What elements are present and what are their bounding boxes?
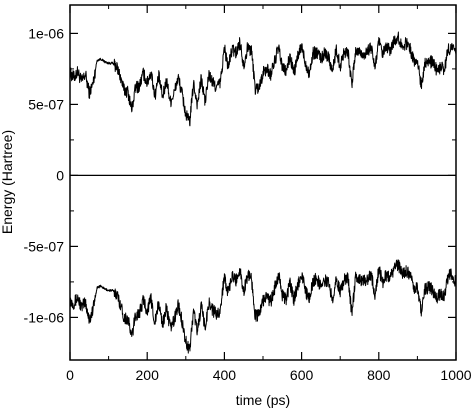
- ticks-layer: 0 200 400 600 800 1000 -1e-06 -5e-07 0 5e-07 1e-06: [24, 5, 472, 383]
- y-tick-label: 0: [56, 167, 64, 183]
- y-axis-label: Energy (Hartree): [0, 130, 15, 234]
- x-tick-label: 200: [136, 367, 160, 383]
- series-layer: [69, 31, 457, 354]
- y-tick-label: 5e-07: [28, 96, 64, 112]
- x-tick-label: 800: [367, 367, 391, 383]
- x-tick-label: 0: [66, 367, 74, 383]
- x-axis-label: time (ps): [236, 392, 290, 408]
- y-tick-label: -1e-06: [24, 309, 65, 325]
- y-tick-label: -5e-07: [24, 238, 65, 254]
- x-tick-label: 1000: [440, 367, 471, 383]
- x-tick-label: 400: [213, 367, 237, 383]
- plot-frame: [69, 4, 457, 361]
- x-tick-label: 600: [290, 367, 314, 383]
- series-1-line: [69, 31, 457, 127]
- series-2-line: [69, 259, 457, 354]
- plot-background: [70, 5, 456, 360]
- y-tick-label: 1e-06: [28, 25, 64, 41]
